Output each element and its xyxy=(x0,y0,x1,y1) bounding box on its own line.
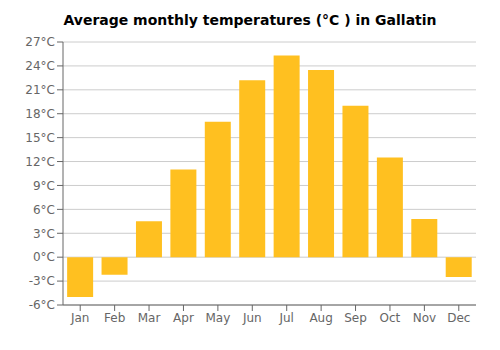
svg-text:9°C: 9°C xyxy=(33,179,55,193)
svg-text:-6°C: -6°C xyxy=(29,298,55,312)
svg-text:18°C: 18°C xyxy=(25,107,55,121)
svg-text:3°C: 3°C xyxy=(33,227,55,241)
svg-text:Feb: Feb xyxy=(104,311,125,325)
svg-text:Apr: Apr xyxy=(173,311,194,325)
svg-text:Sep: Sep xyxy=(344,311,367,325)
svg-text:Mar: Mar xyxy=(138,311,161,325)
svg-text:12°C: 12°C xyxy=(25,155,55,169)
svg-text:Dec: Dec xyxy=(447,311,470,325)
svg-text:Jul: Jul xyxy=(278,311,293,325)
svg-text:Jun: Jun xyxy=(242,311,262,325)
svg-text:15°C: 15°C xyxy=(25,131,55,145)
svg-text:Jan: Jan xyxy=(70,311,90,325)
svg-text:6°C: 6°C xyxy=(33,203,55,217)
svg-text:Oct: Oct xyxy=(380,311,401,325)
svg-text:24°C: 24°C xyxy=(25,59,55,73)
svg-text:-3°C: -3°C xyxy=(29,274,55,288)
svg-text:Aug: Aug xyxy=(309,311,332,325)
svg-text:27°C: 27°C xyxy=(25,35,55,49)
svg-text:21°C: 21°C xyxy=(25,83,55,97)
svg-text:Nov: Nov xyxy=(413,311,436,325)
svg-text:May: May xyxy=(205,311,230,325)
html-text:Average monthly temperatures (: Average monthly temperatures (°C ) in Ga… xyxy=(63,12,437,28)
svg-text:0°C: 0°C xyxy=(33,250,55,264)
